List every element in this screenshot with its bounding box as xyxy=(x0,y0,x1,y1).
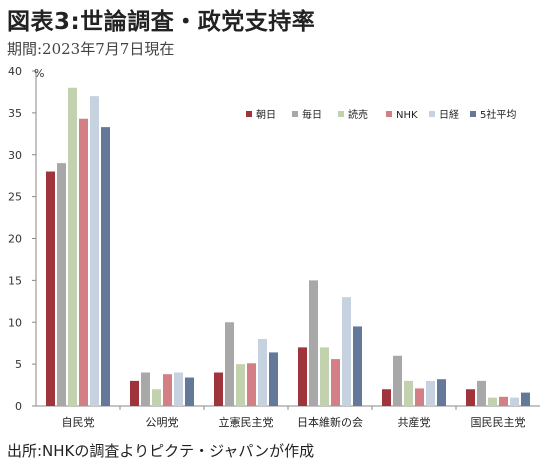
bar xyxy=(79,118,88,407)
y-tick-label: 5 xyxy=(15,358,22,371)
legend-swatch xyxy=(429,111,435,117)
bar xyxy=(174,372,183,406)
bar xyxy=(488,397,497,406)
bars xyxy=(46,87,530,407)
bar xyxy=(477,380,486,406)
legend-label: 毎日 xyxy=(302,108,322,121)
bar xyxy=(521,392,530,406)
bar xyxy=(353,326,362,406)
legend: 朝日 毎日 読売 NHK 日経 5社平均 xyxy=(246,108,516,121)
bar xyxy=(152,389,161,406)
bar xyxy=(393,355,402,406)
y-tick-label: 25 xyxy=(8,191,22,204)
chart-subtitle: 期間:2023年7月7日現在 xyxy=(7,40,175,58)
bar xyxy=(415,388,424,406)
legend-label: NHK xyxy=(396,110,418,121)
bar xyxy=(90,96,99,406)
bar xyxy=(499,396,508,406)
legend-label: 5社平均 xyxy=(480,108,516,121)
legend-label: 読売 xyxy=(348,108,368,121)
bar xyxy=(141,372,150,406)
x-category-label: 国民民主党 xyxy=(471,416,526,429)
y-tick-label: 15 xyxy=(8,274,22,287)
bar xyxy=(320,347,329,406)
bar xyxy=(225,322,234,406)
x-category-label: 日本維新の会 xyxy=(297,415,363,429)
bar xyxy=(163,374,172,406)
bar xyxy=(437,379,446,406)
bar xyxy=(101,127,110,407)
x-category-label: 公明党 xyxy=(146,416,179,429)
legend-swatch xyxy=(386,111,392,117)
bar xyxy=(258,339,267,406)
y-tick-label: 35 xyxy=(8,107,22,120)
legend-label: 日経 xyxy=(439,108,459,121)
legend-swatch xyxy=(246,111,252,117)
bar xyxy=(236,364,245,406)
bar xyxy=(46,171,55,406)
y-tick-label: 0 xyxy=(15,400,22,413)
bar xyxy=(247,363,256,406)
source-note: 出所:NHKの調査よりピクテ・ジャパンが作成 xyxy=(7,442,315,460)
legend-swatch xyxy=(470,111,476,117)
chart-title: 図表3:世論調査・政党支持率 xyxy=(7,9,316,35)
x-axis: 自民党 公明党 立憲民主党 日本維新の会 共産党 国民民主党 xyxy=(36,405,540,429)
bar xyxy=(331,359,340,406)
bar xyxy=(214,372,223,406)
bar xyxy=(342,297,351,406)
x-category-label: 共産党 xyxy=(398,416,431,429)
legend-label: 朝日 xyxy=(256,109,276,121)
bar xyxy=(68,87,77,406)
bar xyxy=(426,380,435,406)
bar xyxy=(382,389,391,406)
y-tick-label: 10 xyxy=(8,316,22,329)
y-axis-unit-label: % xyxy=(34,67,44,80)
legend-swatch xyxy=(338,111,344,117)
bar xyxy=(510,397,519,406)
legend-swatch xyxy=(292,111,298,117)
x-category-label: 立憲民主党 xyxy=(219,415,274,429)
bar xyxy=(466,389,475,406)
y-tick-label: 30 xyxy=(8,149,22,162)
bar xyxy=(185,377,194,406)
bar xyxy=(130,380,139,406)
bar xyxy=(269,352,278,406)
x-category-label: 自民党 xyxy=(62,416,95,429)
y-axis: 0 5 10 15 20 25 30 35 40 xyxy=(8,65,37,413)
bar xyxy=(404,380,413,406)
bar xyxy=(309,280,318,406)
bar xyxy=(298,347,307,406)
bar xyxy=(57,163,66,406)
y-tick-label: 20 xyxy=(8,233,22,246)
y-tick-label: 40 xyxy=(8,65,22,78)
